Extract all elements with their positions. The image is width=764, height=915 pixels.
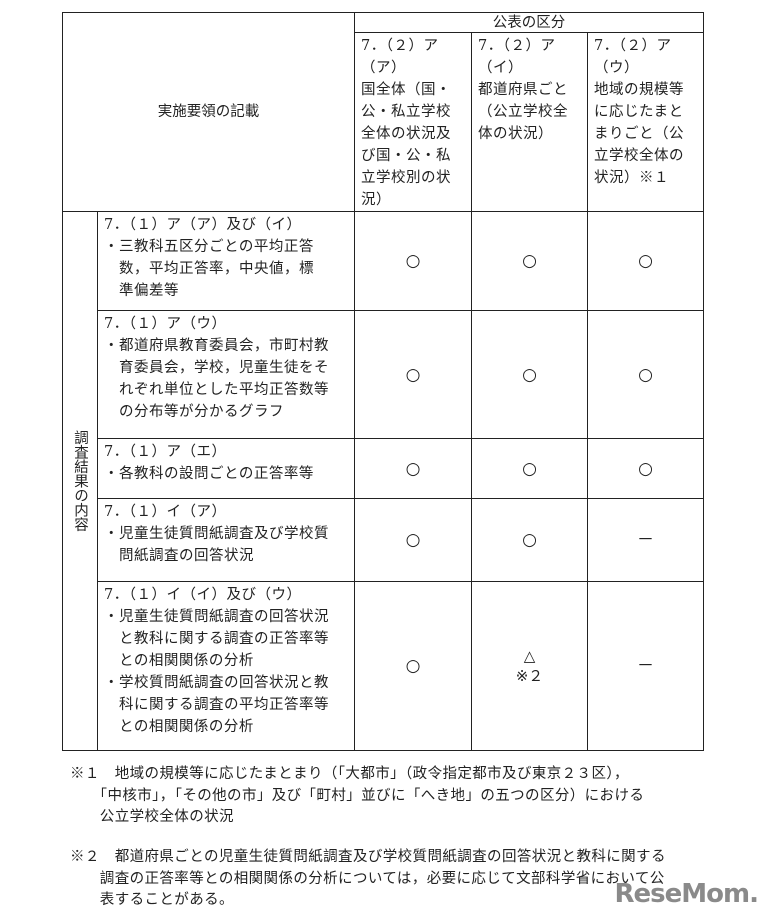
- mark-cell: ○: [354, 438, 472, 499]
- mark-cell: △ ※２: [471, 581, 588, 751]
- column-header-1: 7．（２）ア （ア） 国全体（国・ 公・私立学校 全体の状況及 び国・公・私 立…: [361, 38, 451, 208]
- mark-cell: ○: [354, 310, 472, 439]
- mark-cell: ○: [587, 211, 704, 311]
- mark-cell: ○: [354, 581, 472, 751]
- row-description: 7．（１）イ（ア） ・児童生徒質問紙調査及び学校質 問紙調査の回答状況: [104, 504, 329, 564]
- column-header-3: 7．（２）ア （ウ） 地域の規模等 に応じたまと まりごと（公 立学校全体の 状…: [594, 38, 684, 186]
- mark-cell: ○: [471, 438, 588, 499]
- corner-header: 実施要領の記載: [62, 12, 355, 212]
- resemom-watermark-logo: ReseMom.: [614, 879, 759, 909]
- row-group-label: 調査結果の内容: [62, 211, 98, 751]
- footnote-1: ※１ 地域の規模等に応じたまとまり（「大都市」（政令指定都市及び東京２３区）， …: [70, 766, 645, 825]
- mark-cell: －: [587, 581, 704, 751]
- mark-cell: ○: [471, 310, 588, 439]
- mark-cell: ○: [354, 211, 472, 311]
- mark-cell: －: [587, 498, 704, 582]
- group-header: 公表の区分: [354, 12, 704, 33]
- mark-cell: ○: [471, 211, 588, 311]
- row-description: 7．（１）イ（イ）及び（ウ） ・児童生徒質問紙調査の回答状況 と教科に関する調査…: [104, 587, 329, 735]
- row-description: 7．（１）ア（ウ） ・都道府県教育委員会，市町村教 育委員会，学校，児童生徒をそ…: [104, 316, 329, 420]
- mark-cell: ○: [587, 438, 704, 499]
- disclosure-table: 実施要領の記載 公表の区分 7．（２）ア （ア） 国全体（国・ 公・私立学校 全…: [62, 12, 704, 751]
- mark-cell: ○: [354, 498, 472, 582]
- row-description: 7．（１）ア（エ） ・各教科の設問ごとの正答率等: [104, 444, 314, 482]
- row-description: 7．（１）ア（ア）及び（イ） ・三教科五区分ごとの平均正答 数，平均正答率，中央…: [104, 217, 314, 299]
- footnote-2: ※２ 都道府県ごとの児童生徒質問紙調査及び学校質問紙調査の回答状況と教科に関する…: [70, 849, 666, 908]
- column-header-2: 7．（２）ア （イ） 都道府県ごと （公立学校全 体の状況）: [478, 38, 568, 142]
- mark-cell: ○: [471, 498, 588, 582]
- mark-cell: ○: [587, 310, 704, 439]
